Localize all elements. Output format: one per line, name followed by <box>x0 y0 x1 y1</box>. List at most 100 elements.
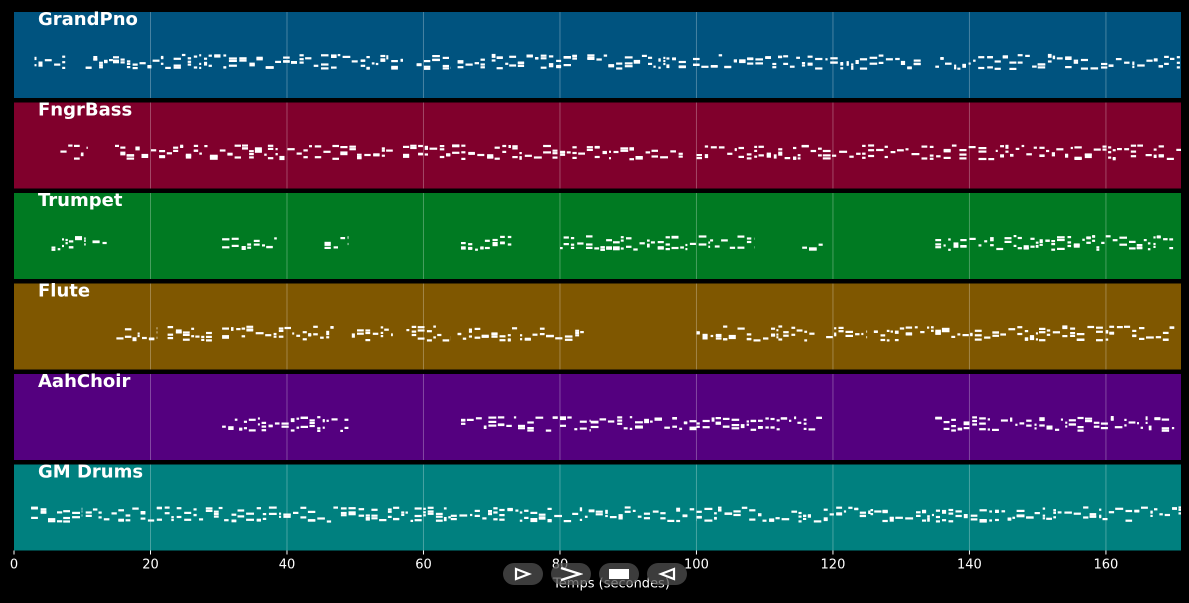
note <box>1092 235 1096 238</box>
note <box>424 145 428 148</box>
note <box>517 64 525 67</box>
note <box>609 157 611 160</box>
note <box>994 60 1001 63</box>
note <box>590 425 599 429</box>
note <box>308 333 312 336</box>
note <box>427 506 434 509</box>
note <box>1105 331 1109 334</box>
note <box>678 155 683 158</box>
note <box>809 332 815 335</box>
note <box>552 149 558 152</box>
note <box>231 519 237 522</box>
note <box>321 67 329 70</box>
note <box>93 56 98 59</box>
note <box>480 63 485 66</box>
note <box>539 333 545 336</box>
note <box>567 416 572 419</box>
note <box>113 59 119 62</box>
note <box>968 146 976 149</box>
note-segment <box>113 53 403 70</box>
note <box>1125 519 1133 522</box>
note <box>118 509 124 512</box>
note <box>626 245 632 248</box>
note <box>766 152 771 155</box>
note-segment <box>403 144 683 161</box>
note-segment <box>457 58 485 69</box>
stop-button[interactable] <box>599 563 639 585</box>
note <box>300 516 307 519</box>
note <box>1124 418 1127 421</box>
note <box>738 155 744 158</box>
note <box>807 514 811 517</box>
note <box>417 326 425 329</box>
note <box>609 516 617 519</box>
note <box>1096 326 1103 329</box>
note <box>929 157 934 160</box>
note <box>884 155 888 159</box>
note <box>1101 66 1108 69</box>
note <box>391 67 398 70</box>
note <box>201 338 205 341</box>
note <box>1070 334 1076 337</box>
note <box>292 332 295 335</box>
note <box>560 417 566 421</box>
note <box>698 235 707 238</box>
note <box>953 242 959 245</box>
note <box>414 514 422 518</box>
note <box>1023 246 1029 249</box>
note <box>885 58 893 61</box>
play-button[interactable] <box>503 563 543 585</box>
note <box>575 331 580 335</box>
note <box>776 333 779 336</box>
note <box>135 148 140 151</box>
note <box>823 508 828 511</box>
note <box>651 149 658 152</box>
note <box>507 235 512 239</box>
note <box>955 514 962 518</box>
note <box>770 426 775 429</box>
note <box>512 327 518 330</box>
note <box>657 246 664 249</box>
note <box>570 246 575 249</box>
note <box>587 56 595 59</box>
note <box>731 427 740 430</box>
note <box>180 144 184 147</box>
note <box>629 416 633 419</box>
note <box>776 428 780 431</box>
note <box>563 64 571 67</box>
note <box>617 416 623 419</box>
note <box>309 424 315 428</box>
next-button[interactable] <box>551 563 591 585</box>
note <box>1035 241 1039 244</box>
note <box>499 518 505 521</box>
note <box>633 248 638 251</box>
note <box>635 421 643 424</box>
note <box>31 516 38 519</box>
note <box>124 328 132 331</box>
note <box>737 327 745 330</box>
note <box>803 514 807 517</box>
note <box>590 421 599 424</box>
note <box>302 338 307 341</box>
note <box>702 419 710 423</box>
note <box>80 153 84 157</box>
note <box>348 513 356 516</box>
note <box>1002 56 1008 59</box>
note <box>657 247 664 250</box>
x-tick-label: 20 <box>142 558 159 573</box>
note <box>832 154 837 157</box>
note <box>435 519 443 522</box>
note <box>480 66 485 69</box>
note <box>704 154 709 157</box>
note <box>296 152 302 155</box>
note <box>432 58 440 61</box>
note <box>274 422 280 425</box>
note <box>187 63 192 66</box>
note <box>137 332 140 335</box>
note <box>416 63 422 66</box>
previous-button[interactable] <box>647 563 687 585</box>
note <box>1039 418 1045 422</box>
note <box>1110 416 1114 419</box>
note <box>635 156 643 159</box>
note <box>696 422 700 425</box>
